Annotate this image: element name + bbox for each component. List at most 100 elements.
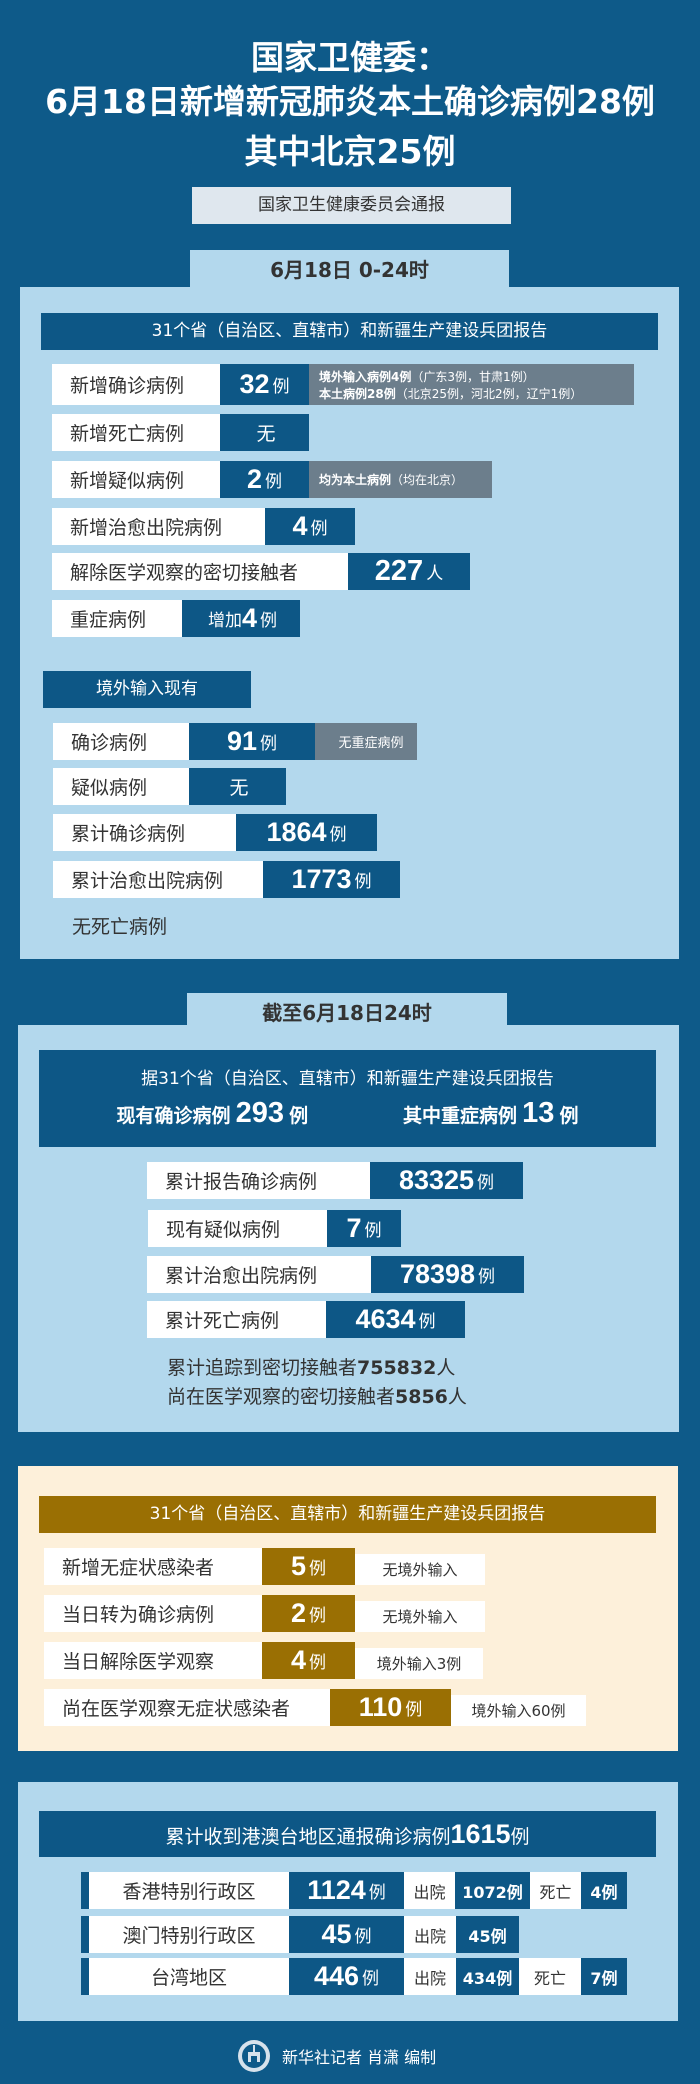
row-new-deaths: 新增死亡病例 无 <box>52 414 309 451</box>
value-unit: 无 <box>256 423 276 445</box>
value-number: 227 <box>374 555 424 587</box>
row-value: 无 <box>189 768 286 805</box>
row-note: 境外输入3例 <box>355 1648 483 1679</box>
severe-unit: 例 <box>559 1105 579 1127</box>
severe-number: 13 <box>522 1097 555 1129</box>
value-number: 4 <box>290 1645 307 1675</box>
discharged-value: 45例 <box>456 1916 519 1953</box>
row-note: 无重症病例 <box>315 723 417 760</box>
row-label: 累计死亡病例 <box>147 1301 326 1338</box>
value-unit: 例 <box>309 1559 327 1579</box>
row-value: 110 例 <box>330 1689 451 1726</box>
row-released-contacts: 解除医学观察的密切接触者 227 人 <box>52 553 470 590</box>
current-severe: 其中重症病例 13 例 <box>403 1097 578 1130</box>
row-value: 32 例 <box>220 364 309 405</box>
value-number: 83325 <box>398 1165 475 1195</box>
value-number: 5 <box>290 1551 307 1581</box>
value-number: 2 <box>246 464 263 494</box>
value-unit: 人 <box>426 564 444 584</box>
severe-label: 其中重症病例 <box>403 1105 518 1127</box>
row-value: 增加 4 例 <box>182 600 300 637</box>
row-label: 现有疑似病例 <box>148 1210 327 1247</box>
value-number: 91 <box>226 726 258 756</box>
no-death-note: 无死亡病例 <box>72 916 168 938</box>
discharged-value: 434例 <box>456 1958 519 1995</box>
row-label: 新增确诊病例 <box>52 364 220 405</box>
traced-unit: 人 <box>436 1357 456 1379</box>
discharged-label: 出院 <box>404 1916 456 1953</box>
observing-number: 5856 <box>395 1386 448 1408</box>
note-imported: 境外输入病例4例 <box>319 369 412 384</box>
cumulative-tab: 截至6月18日24时 <box>187 993 507 1033</box>
asymptomatic-header: 31个省（自治区、直辖市）和新疆生产建设兵团报告 <box>39 1496 656 1533</box>
row-label: 累计确诊病例 <box>53 814 236 851</box>
value-unit: 例 <box>272 377 290 397</box>
row-new-confirmed: 新增确诊病例 32 例 境外输入病例4例（广东3例，甘肃1例） 本土病例28例（北… <box>52 364 634 405</box>
value-unit: 例 <box>265 472 283 492</box>
note-local-detail: （北京25例，河北2例，辽宁1例） <box>395 386 583 401</box>
xinhua-logo-icon <box>238 2040 270 2072</box>
row-label: 疑似病例 <box>53 768 189 805</box>
value-unit: 例 <box>362 1969 380 1989</box>
value-unit: 例 <box>418 1312 436 1332</box>
row-macau: 澳门特别行政区 45 例 出院 45例 <box>81 1916 519 1953</box>
hmt-header-unit: 例 <box>510 1826 530 1848</box>
value-unit: 例 <box>310 519 328 539</box>
value-number: 78398 <box>399 1259 476 1289</box>
value-number: 1124 <box>307 1875 366 1905</box>
row-label: 解除医学观察的密切接触者 <box>52 553 348 590</box>
traced-contacts: 累计追踪到密切接触者755832人 <box>167 1353 455 1380</box>
row-under-observation: 尚在医学观察无症状感染者 110 例 境外输入60例 <box>44 1689 586 1726</box>
cumulative-summary-box: 据31个省（自治区、直辖市）和新疆生产建设兵团报告 现有确诊病例 293 例 其… <box>39 1050 656 1147</box>
current-number: 293 <box>235 1097 284 1129</box>
value-number: 1773 <box>291 864 352 894</box>
note-text: 无重症病例 <box>338 736 404 751</box>
row-note: 无境外输入 <box>355 1601 485 1632</box>
title-line-1: 国家卫健委： <box>251 38 449 77</box>
traced-text: 累计追踪到密切接触者 <box>167 1357 358 1379</box>
row-value: 91 例 <box>189 723 315 760</box>
row-imported-discharged: 累计治愈出院病例 1773 例 <box>53 861 400 898</box>
row-label: 累计治愈出院病例 <box>53 861 263 898</box>
value-unit: 例 <box>309 1606 327 1626</box>
value-unit: 例 <box>260 734 278 754</box>
observing-contacts: 尚在医学观察的密切接触者5856人 <box>167 1382 467 1409</box>
row-hong-kong: 香港特别行政区 1124 例 出院 1072例 死亡 4例 <box>81 1872 627 1909</box>
value-unit: 例 <box>260 611 278 631</box>
value-unit: 例 <box>329 825 347 845</box>
row-label: 新增死亡病例 <box>52 414 220 451</box>
row-total-deaths: 累计死亡病例 4634 例 <box>147 1301 465 1338</box>
value-unit: 无 <box>229 777 249 799</box>
row-total-discharged: 累计治愈出院病例 78398 例 <box>147 1256 524 1293</box>
death-label: 死亡 <box>530 1872 581 1909</box>
region-label: 香港特别行政区 <box>89 1872 289 1909</box>
value-number: 4 <box>292 511 308 541</box>
row-value: 无 <box>220 414 309 451</box>
discharged-label: 出院 <box>404 1958 456 1995</box>
title-line-3: 其中北京25例 <box>244 132 456 171</box>
row-value: 1864 例 <box>236 814 377 851</box>
discharged-label: 出院 <box>404 1872 455 1909</box>
value-number: 110 <box>358 1692 403 1722</box>
row-imported-suspected: 疑似病例 无 <box>53 768 286 805</box>
value-unit: 例 <box>364 1221 382 1241</box>
hmt-header-text: 累计收到港澳台地区通报确诊病例 <box>165 1826 451 1848</box>
region-label: 台湾地区 <box>89 1958 289 1995</box>
footer-credit: 新华社记者 肖潇 编制 <box>282 2048 437 2067</box>
value-prefix: 增加 <box>207 611 242 631</box>
row-accent <box>81 1916 89 1953</box>
row-severe: 重症病例 增加 4 例 <box>52 600 300 637</box>
value-number: 1864 <box>266 817 327 847</box>
hmt-header: 累计收到港澳台地区通报确诊病例1615例 <box>39 1811 656 1857</box>
row-label: 当日解除医学观察 <box>44 1642 262 1679</box>
